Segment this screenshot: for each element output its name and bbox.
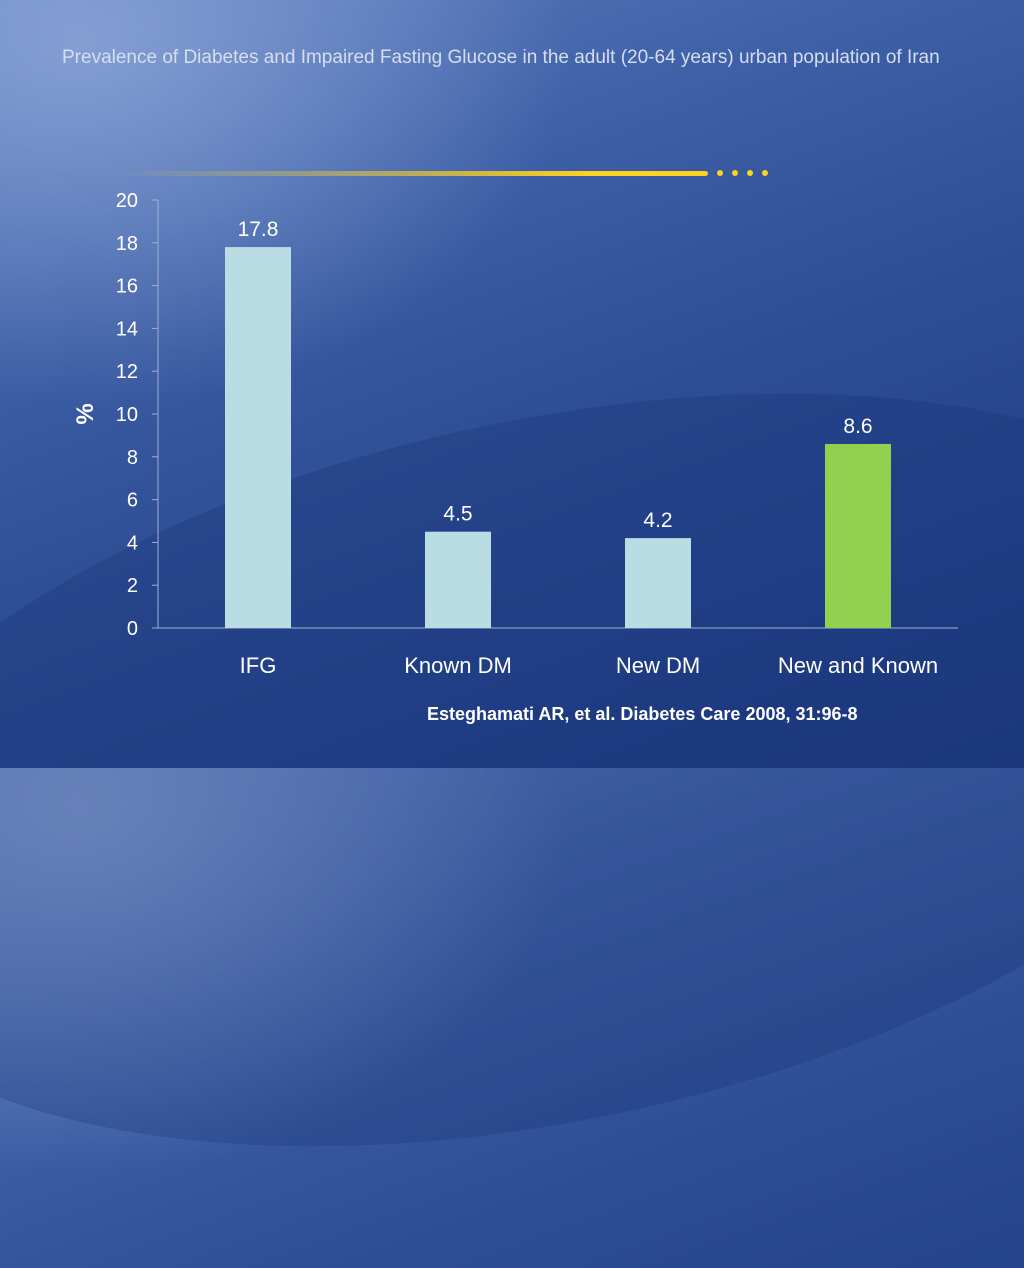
y-tick-label: 6	[127, 490, 138, 512]
y-tick-label: 14	[116, 318, 138, 340]
data-label: 8.6	[843, 415, 872, 438]
y-axis-label: %	[72, 403, 99, 424]
x-category-label: New and Known	[778, 653, 938, 678]
y-tick-label: 4	[127, 532, 138, 554]
divider-dot	[747, 170, 753, 176]
bar	[625, 538, 691, 628]
x-category-label: Known DM	[404, 653, 512, 678]
divider-dot	[762, 170, 768, 176]
bar	[225, 247, 291, 628]
y-tick-label: 12	[116, 361, 138, 383]
title-divider	[110, 171, 708, 176]
divider-dot	[732, 170, 738, 176]
data-label: 4.5	[443, 503, 472, 526]
y-tick-label: 10	[116, 404, 138, 426]
chart-bars	[225, 247, 891, 628]
chart-axes: 0 2 4 6 8 10 12 14 16 18 20%	[72, 190, 958, 640]
x-category-label: New DM	[616, 653, 700, 678]
y-tick-label: 20	[116, 190, 138, 212]
slide-title: Prevalence of Diabetes and Impaired Fast…	[62, 47, 940, 68]
data-label: 17.8	[238, 218, 279, 241]
bar	[825, 443, 891, 628]
y-tick-label: 8	[127, 447, 138, 469]
bar	[425, 531, 491, 628]
citation: Esteghamati AR, et al. Diabetes Care 200…	[427, 704, 858, 724]
divider-dot	[717, 170, 723, 176]
y-tick-label: 2	[127, 575, 138, 597]
y-tick-label: 16	[116, 276, 138, 298]
y-tick-label: 18	[116, 233, 138, 255]
x-category-label: IFG	[240, 653, 277, 678]
data-label: 4.2	[643, 509, 672, 532]
chart-labels: 17.8 IFG 4.5 Known DM 4.2 New DM 8.6 New and Kn…	[238, 218, 939, 678]
bar-chart: 0 2 4 6 8 10 12 14 16 18 20% 17.8 IFG 4.5 Known DM 4.2…	[72, 190, 958, 678]
y-tick-label: 0	[127, 618, 138, 640]
